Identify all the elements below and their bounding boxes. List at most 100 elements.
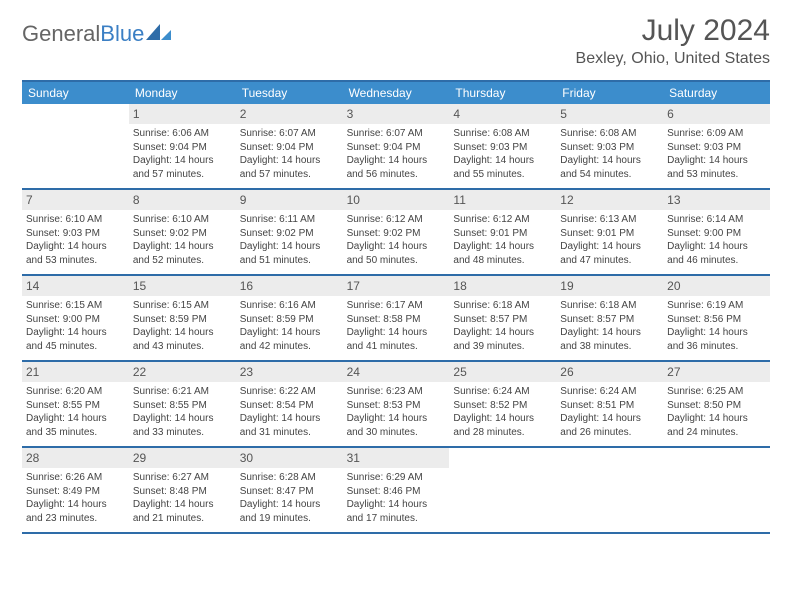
day-cell (556, 448, 663, 532)
day-cell: 28Sunrise: 6:26 AMSunset: 8:49 PMDayligh… (22, 448, 129, 532)
day-cell (22, 104, 129, 188)
sunrise-text: Sunrise: 6:16 AM (240, 299, 339, 313)
sunrise-text: Sunrise: 6:08 AM (560, 127, 659, 141)
daylight-text: Daylight: 14 hours and 45 minutes. (26, 326, 125, 353)
day-cell: 22Sunrise: 6:21 AMSunset: 8:55 PMDayligh… (129, 362, 236, 446)
daylight-text: Daylight: 14 hours and 47 minutes. (560, 240, 659, 267)
sunrise-text: Sunrise: 6:18 AM (560, 299, 659, 313)
sunset-text: Sunset: 8:58 PM (347, 313, 446, 327)
day-number: 4 (449, 104, 556, 124)
day-number: 6 (663, 104, 770, 124)
sunset-text: Sunset: 9:03 PM (667, 141, 766, 155)
day-cell: 3Sunrise: 6:07 AMSunset: 9:04 PMDaylight… (343, 104, 450, 188)
daylight-text: Daylight: 14 hours and 38 minutes. (560, 326, 659, 353)
sunset-text: Sunset: 8:59 PM (133, 313, 232, 327)
daylight-text: Daylight: 14 hours and 24 minutes. (667, 412, 766, 439)
sunrise-text: Sunrise: 6:15 AM (26, 299, 125, 313)
day-of-week-header: Thursday (449, 82, 556, 104)
sunset-text: Sunset: 9:00 PM (26, 313, 125, 327)
day-number: 7 (22, 190, 129, 210)
day-number: 9 (236, 190, 343, 210)
day-cell: 25Sunrise: 6:24 AMSunset: 8:52 PMDayligh… (449, 362, 556, 446)
daylight-text: Daylight: 14 hours and 53 minutes. (667, 154, 766, 181)
sunrise-text: Sunrise: 6:24 AM (453, 385, 552, 399)
day-cell (449, 448, 556, 532)
header: GeneralBlue July 2024 Bexley, Ohio, Unit… (0, 0, 792, 72)
day-of-week-header: Tuesday (236, 82, 343, 104)
daylight-text: Daylight: 14 hours and 21 minutes. (133, 498, 232, 525)
day-number: 5 (556, 104, 663, 124)
week-row: 21Sunrise: 6:20 AMSunset: 8:55 PMDayligh… (22, 362, 770, 448)
sunrise-text: Sunrise: 6:24 AM (560, 385, 659, 399)
sunrise-text: Sunrise: 6:18 AM (453, 299, 552, 313)
sunset-text: Sunset: 9:04 PM (133, 141, 232, 155)
day-cell: 8Sunrise: 6:10 AMSunset: 9:02 PMDaylight… (129, 190, 236, 274)
day-number: 31 (343, 448, 450, 468)
day-cell (663, 448, 770, 532)
day-cell: 15Sunrise: 6:15 AMSunset: 8:59 PMDayligh… (129, 276, 236, 360)
day-of-week-header: Monday (129, 82, 236, 104)
day-cell: 26Sunrise: 6:24 AMSunset: 8:51 PMDayligh… (556, 362, 663, 446)
sunrise-text: Sunrise: 6:07 AM (347, 127, 446, 141)
day-number: 26 (556, 362, 663, 382)
daylight-text: Daylight: 14 hours and 42 minutes. (240, 326, 339, 353)
day-cell: 31Sunrise: 6:29 AMSunset: 8:46 PMDayligh… (343, 448, 450, 532)
sunrise-text: Sunrise: 6:29 AM (347, 471, 446, 485)
daylight-text: Daylight: 14 hours and 56 minutes. (347, 154, 446, 181)
day-number: 19 (556, 276, 663, 296)
daylight-text: Daylight: 14 hours and 53 minutes. (26, 240, 125, 267)
sunset-text: Sunset: 9:02 PM (240, 227, 339, 241)
sunset-text: Sunset: 8:47 PM (240, 485, 339, 499)
daylight-text: Daylight: 14 hours and 31 minutes. (240, 412, 339, 439)
sunrise-text: Sunrise: 6:19 AM (667, 299, 766, 313)
sunset-text: Sunset: 8:56 PM (667, 313, 766, 327)
day-number: 14 (22, 276, 129, 296)
logo-text-blue: Blue (100, 21, 144, 47)
day-cell: 16Sunrise: 6:16 AMSunset: 8:59 PMDayligh… (236, 276, 343, 360)
daylight-text: Daylight: 14 hours and 36 minutes. (667, 326, 766, 353)
day-number: 27 (663, 362, 770, 382)
daylight-text: Daylight: 14 hours and 23 minutes. (26, 498, 125, 525)
sunrise-text: Sunrise: 6:11 AM (240, 213, 339, 227)
location: Bexley, Ohio, United States (576, 50, 770, 68)
title-block: July 2024 Bexley, Ohio, United States (576, 14, 770, 68)
sunrise-text: Sunrise: 6:25 AM (667, 385, 766, 399)
day-number: 18 (449, 276, 556, 296)
day-number: 21 (22, 362, 129, 382)
day-of-week-header: Saturday (663, 82, 770, 104)
day-of-week-header: Wednesday (343, 82, 450, 104)
day-cell: 14 Sunrise: 6:15 AMSunset: 9:00 PMDayligh… (22, 276, 129, 360)
sunset-text: Sunset: 9:00 PM (667, 227, 766, 241)
sunrise-text: Sunrise: 6:27 AM (133, 471, 232, 485)
day-cell: 5Sunrise: 6:08 AMSunset: 9:03 PMDaylight… (556, 104, 663, 188)
sunrise-text: Sunrise: 6:08 AM (453, 127, 552, 141)
week-row: 7Sunrise: 6:10 AMSunset: 9:03 PMDaylight… (22, 190, 770, 276)
day-cell: 11Sunrise: 6:12 AMSunset: 9:01 PMDayligh… (449, 190, 556, 274)
day-number: 13 (663, 190, 770, 210)
day-cell: 24Sunrise: 6:23 AMSunset: 8:53 PMDayligh… (343, 362, 450, 446)
day-number: 29 (129, 448, 236, 468)
day-number: 22 (129, 362, 236, 382)
daylight-text: Daylight: 14 hours and 28 minutes. (453, 412, 552, 439)
day-cell: 6Sunrise: 6:09 AMSunset: 9:03 PMDaylight… (663, 104, 770, 188)
day-cell: 18Sunrise: 6:18 AMSunset: 8:57 PMDayligh… (449, 276, 556, 360)
day-number: 28 (22, 448, 129, 468)
day-number: 23 (236, 362, 343, 382)
sunrise-text: Sunrise: 6:12 AM (453, 213, 552, 227)
sunset-text: Sunset: 8:53 PM (347, 399, 446, 413)
day-of-week-row: SundayMondayTuesdayWednesdayThursdayFrid… (22, 82, 770, 104)
logo: GeneralBlue (22, 20, 172, 48)
daylight-text: Daylight: 14 hours and 54 minutes. (560, 154, 659, 181)
sunset-text: Sunset: 9:04 PM (347, 141, 446, 155)
day-cell: 27Sunrise: 6:25 AMSunset: 8:50 PMDayligh… (663, 362, 770, 446)
daylight-text: Daylight: 14 hours and 19 minutes. (240, 498, 339, 525)
sunset-text: Sunset: 8:55 PM (133, 399, 232, 413)
day-number: 17 (343, 276, 450, 296)
day-number: 12 (556, 190, 663, 210)
day-number: 1 (129, 104, 236, 124)
daylight-text: Daylight: 14 hours and 57 minutes. (133, 154, 232, 181)
sunrise-text: Sunrise: 6:10 AM (133, 213, 232, 227)
sunrise-text: Sunrise: 6:15 AM (133, 299, 232, 313)
daylight-text: Daylight: 14 hours and 46 minutes. (667, 240, 766, 267)
daylight-text: Daylight: 14 hours and 50 minutes. (347, 240, 446, 267)
